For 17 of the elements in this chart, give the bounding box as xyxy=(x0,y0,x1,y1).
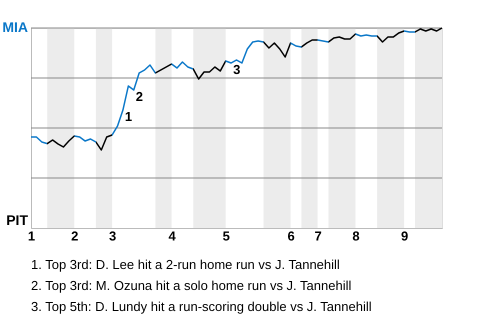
text: 1. Top 3rd: D. Lee hit a 2-run home run vs J. Tannehill xyxy=(31,257,340,272)
annotation: 1 xyxy=(124,109,132,124)
x-tick-label: 9 xyxy=(401,228,408,244)
x-tick-label: 2 xyxy=(71,228,78,244)
x-tick-label: 3 xyxy=(109,228,116,244)
x-tick-label: 8 xyxy=(352,228,360,244)
x-tick-label: 4 xyxy=(168,228,176,244)
text: 3. Top 5th: D. Lundy hit a run-scoring double vs J. Tannehill xyxy=(31,299,372,314)
annotation: 3 xyxy=(233,62,240,77)
annotation: 2 xyxy=(136,89,143,104)
x-tick-label: 7 xyxy=(314,228,322,244)
text: MIA xyxy=(2,19,28,35)
text: 2. Top 3rd: M. Ozuna hit a solo home run vs J. Tannehill xyxy=(31,278,352,293)
x-tick-label: 1 xyxy=(28,228,36,244)
x-tick-label: 5 xyxy=(222,228,230,244)
text: PIT xyxy=(6,212,28,228)
x-tick-label: 6 xyxy=(287,228,295,244)
